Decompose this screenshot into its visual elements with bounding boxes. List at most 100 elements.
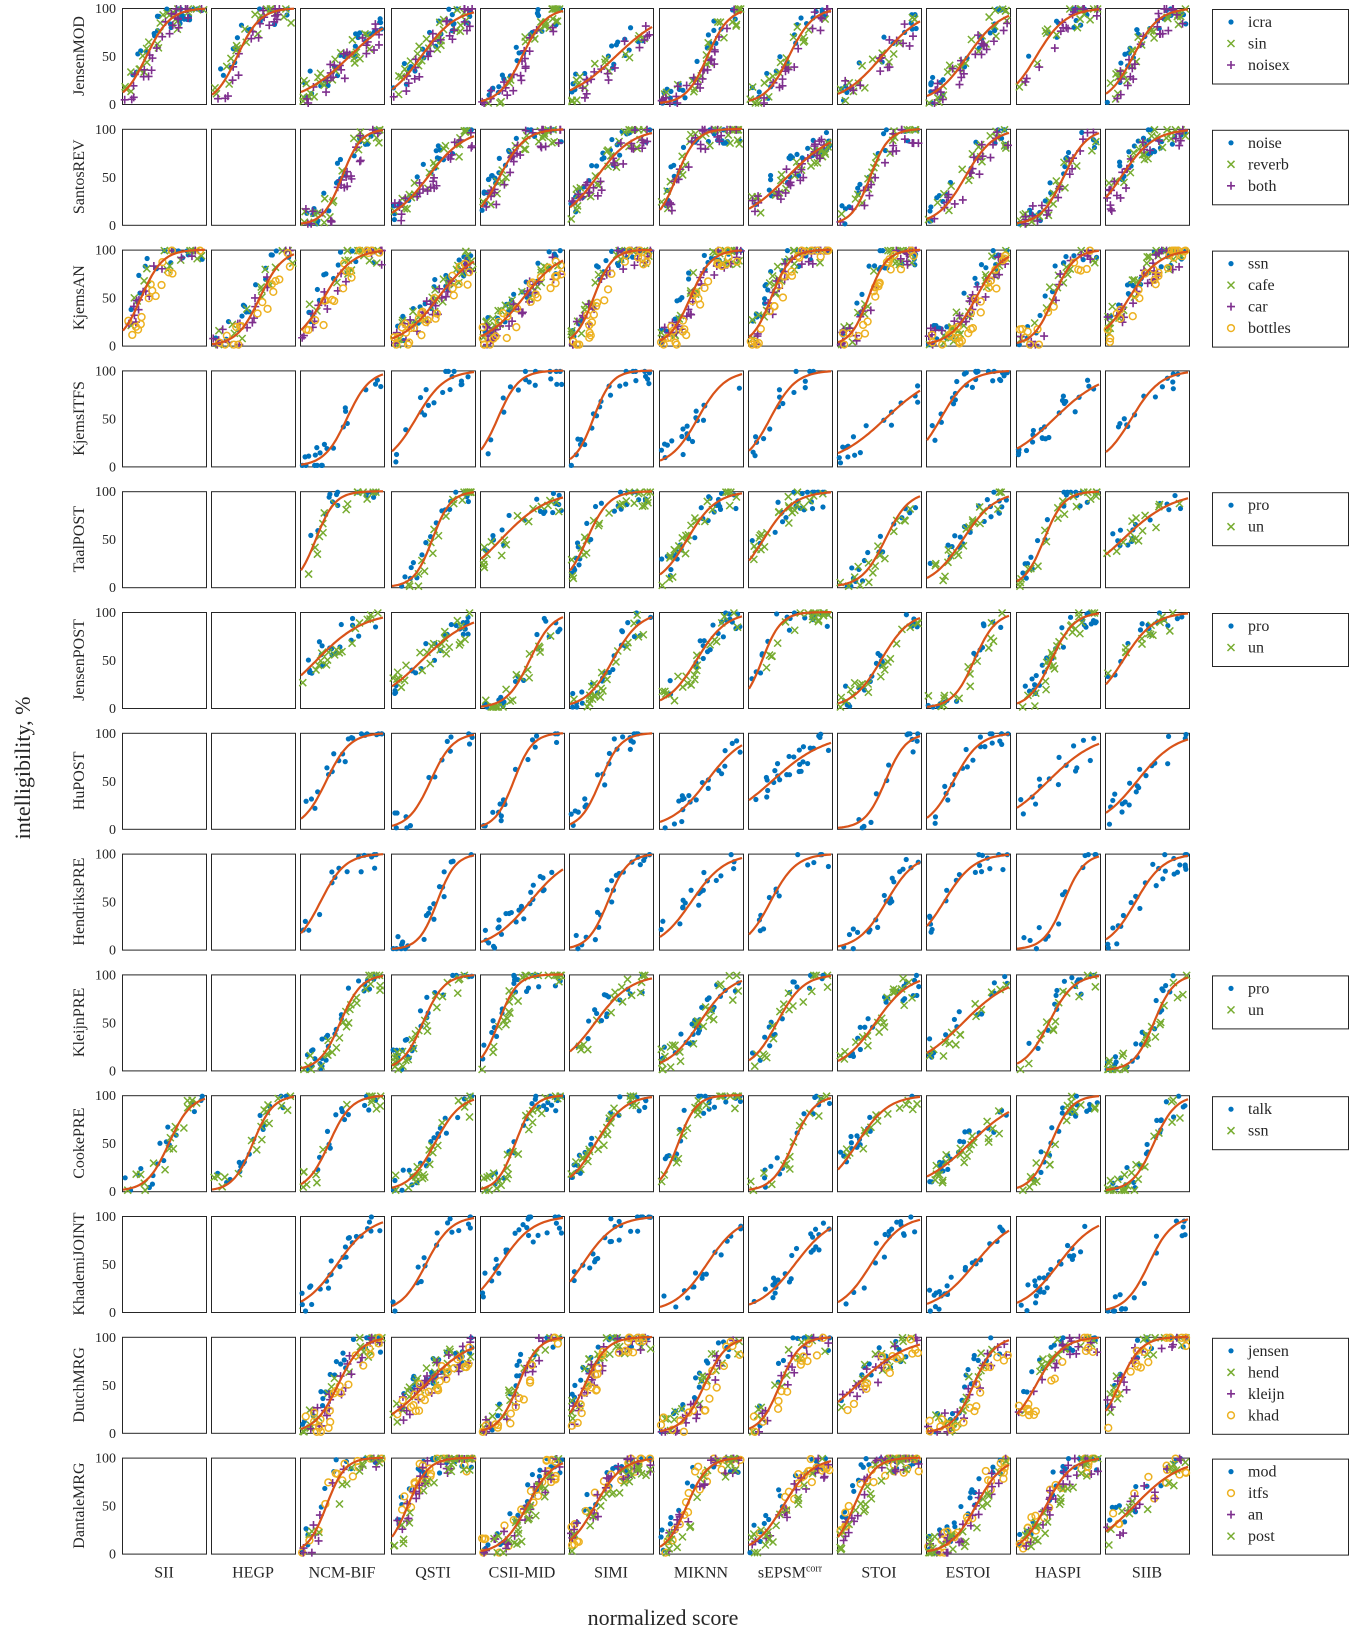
row-label: JensenPOST (71, 619, 88, 701)
data-point (620, 734, 626, 740)
data-point (857, 1046, 863, 1053)
data-point (1178, 19, 1187, 28)
data-point (604, 76, 613, 85)
data-point (402, 1037, 408, 1043)
data-point (578, 84, 587, 93)
data-point (930, 74, 936, 81)
data-point (340, 74, 349, 83)
data-point (570, 690, 576, 697)
data-point (585, 1036, 591, 1042)
data-point (1133, 1041, 1139, 1047)
panel-TaalPOST-NCM-BIF (300, 488, 385, 589)
data-point (301, 204, 310, 213)
data-point (485, 451, 491, 457)
panel-TaalPOST-sEPSM (748, 488, 833, 589)
data-point (1170, 973, 1176, 979)
data-point (326, 494, 332, 500)
data-point (449, 12, 455, 18)
y-tick-label: 50 (102, 50, 116, 65)
data-point (777, 54, 783, 60)
data-point (856, 81, 865, 90)
data-point (302, 79, 311, 88)
data-point (1117, 421, 1123, 427)
panel-TaalPOST-SII (122, 491, 207, 589)
data-point (784, 65, 793, 74)
y-tick-label: 50 (102, 292, 116, 307)
data-point (319, 462, 325, 468)
panel-frame (748, 370, 833, 468)
panel-frame (926, 612, 1011, 709)
data-point (465, 498, 472, 505)
data-point (259, 6, 268, 15)
panel-TaalPOST-HEGP (211, 491, 296, 589)
data-point (415, 42, 424, 51)
data-point (692, 535, 698, 541)
series-noisex (657, 5, 739, 107)
data-point (553, 17, 562, 26)
data-point (1092, 11, 1101, 20)
data-point (696, 83, 705, 92)
data-point (435, 18, 444, 27)
panel-HendriksPRE-MIKNN (658, 852, 744, 951)
data-point (345, 985, 352, 991)
panel-frame (300, 491, 385, 589)
panel-frame (837, 491, 922, 589)
data-point (323, 76, 332, 85)
panel-frame (659, 853, 744, 951)
data-point (796, 747, 802, 753)
data-point (677, 921, 683, 927)
data-point (345, 736, 351, 742)
data-point (168, 21, 177, 30)
data-point (987, 30, 993, 36)
data-point (751, 98, 760, 108)
data-point (604, 887, 610, 893)
data-point (1174, 20, 1183, 29)
data-point (1152, 394, 1158, 400)
data-point (671, 821, 678, 827)
data-point (694, 58, 700, 64)
data-point (989, 37, 998, 46)
panel-frame (1016, 249, 1101, 347)
panel-HendriksPRE-HEGP (211, 853, 296, 951)
y-tick-label: 0 (109, 1064, 116, 1079)
data-point (420, 161, 426, 167)
data-point (800, 744, 807, 750)
data-point (511, 980, 517, 986)
data-point (720, 634, 726, 640)
data-point (836, 455, 842, 461)
data-point (904, 732, 910, 738)
panel-KjemsAN-MIKNN (656, 246, 745, 349)
data-point (580, 93, 589, 102)
data-point (496, 84, 502, 90)
data-point (592, 1007, 598, 1013)
y-tick-label: 50 (102, 171, 116, 186)
data-point (592, 503, 599, 510)
data-point (548, 5, 557, 14)
data-point (440, 389, 446, 396)
series-noisex (478, 23, 558, 107)
data-point (557, 248, 563, 254)
data-point (1021, 935, 1027, 941)
data-point (850, 926, 856, 932)
data-point (371, 20, 380, 29)
panel-KjemsAN-STOI (836, 246, 922, 349)
y-tick-label: 100 (95, 727, 116, 742)
data-point (391, 216, 398, 223)
panel-KjemsAN-SII (122, 246, 207, 347)
data-point (603, 69, 612, 78)
data-point (348, 35, 357, 44)
data-point (974, 31, 983, 40)
data-point (802, 378, 808, 384)
data-point (641, 22, 650, 31)
data-point (1063, 253, 1069, 260)
data-point (1042, 436, 1049, 442)
data-point (554, 381, 560, 387)
data-point (615, 262, 622, 269)
data-point (550, 490, 557, 497)
panel-KjemsITFS-HASPI (1015, 370, 1101, 468)
data-point (592, 937, 598, 943)
y-tick-label: 50 (102, 412, 116, 427)
data-point (1116, 67, 1125, 76)
data-point (1150, 33, 1159, 43)
